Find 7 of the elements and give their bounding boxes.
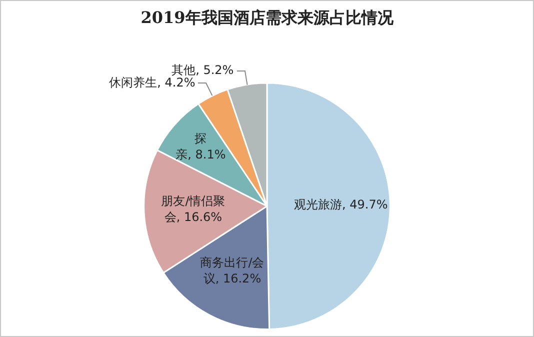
slice-label: 其他, 5.2% (172, 62, 234, 77)
slice-label: 观光旅游, 49.7% (294, 198, 388, 212)
slice-label: 朋友/情侣聚会, 16.6% (161, 194, 226, 224)
slice-label: 探亲, 8.1% (176, 131, 226, 162)
slice-label: 休闲养生, 4.2% (109, 75, 196, 90)
chart-title: 2019年我国酒店需求来源占比情况 (140, 8, 394, 27)
slice-label: 商务出行/会议, 16.2% (200, 255, 264, 286)
